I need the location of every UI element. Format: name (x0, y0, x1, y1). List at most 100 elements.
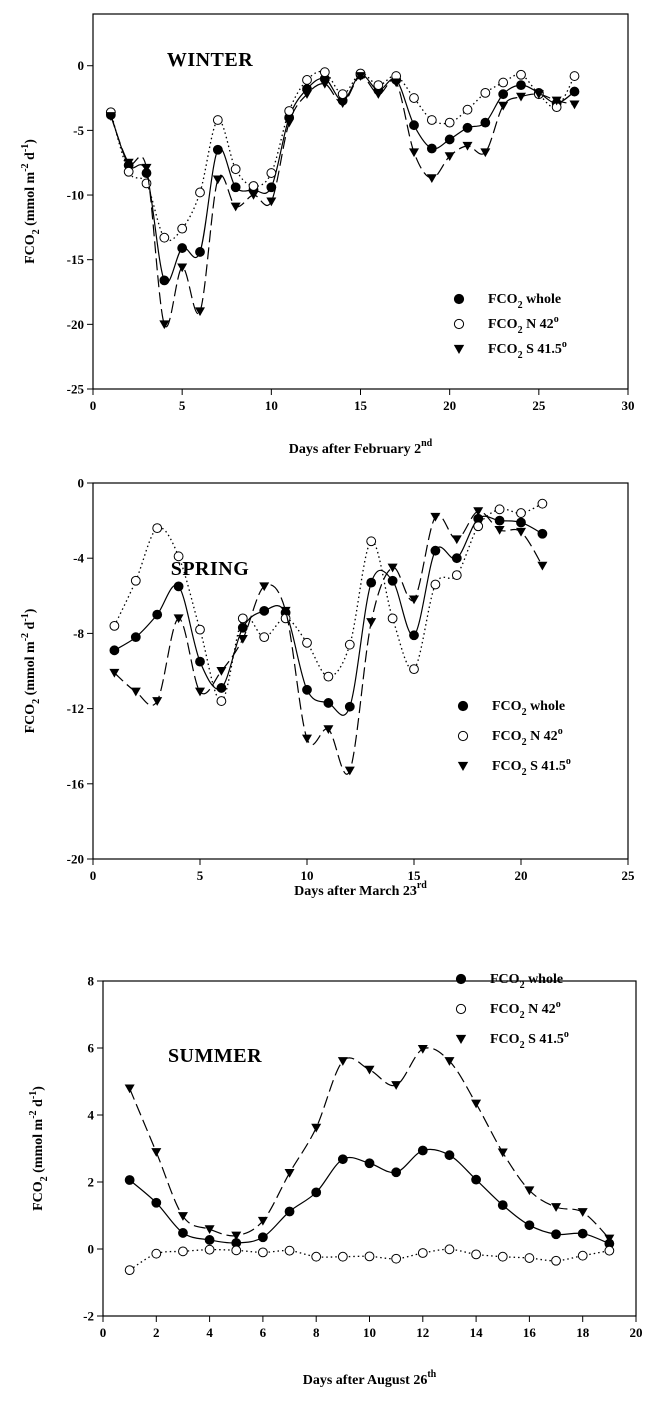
data-point-s1-15 (524, 1253, 535, 1263)
data-point-s1-18 (604, 1245, 615, 1256)
data-point-s1-13 (471, 1249, 482, 1260)
legend-entry-0: FCO2 whole (453, 292, 561, 311)
data-point-s0-14 (497, 1200, 508, 1211)
x-tick-label: 0 (90, 398, 97, 413)
y-axis-title-part: 2 (31, 699, 42, 704)
data-point-s0-7 (259, 605, 270, 616)
data-point-s2-16 (391, 78, 402, 88)
data-point-s0-3 (173, 581, 184, 592)
data-point-s2-21 (480, 148, 491, 158)
legend-label-sub: 2 (522, 767, 527, 778)
data-point-s0-6 (284, 1206, 295, 1217)
data-point-s0-8 (337, 1154, 348, 1165)
y-axis-title-part: (mmol m (31, 1118, 46, 1176)
x-tick-label: 2 (153, 1325, 160, 1340)
y-axis-title-part: ) (23, 139, 38, 144)
data-point-s0-22 (498, 89, 509, 100)
x-axis-title-sup: nd (421, 438, 433, 449)
data-point-s1-11 (302, 75, 312, 85)
data-point-s2-13 (337, 99, 348, 108)
legend-label-rest: S 41.5 (527, 759, 566, 774)
series-2 (109, 507, 548, 776)
data-point-s1-16 (451, 570, 462, 581)
y-tick-label: -10 (67, 188, 84, 203)
legend-entry-1: FCO2 N 42o (453, 314, 559, 336)
data-point-s1-3 (159, 232, 170, 243)
legend-label: FCO2 S 41.5o (490, 1029, 569, 1051)
data-point-s1-4 (195, 624, 205, 635)
y-tick-label: -16 (67, 776, 85, 791)
data-point-s2-7 (259, 582, 270, 592)
data-point-s1-14 (497, 1251, 508, 1262)
data-point-s2-10 (391, 1081, 402, 1090)
data-point-s2-22 (498, 101, 509, 111)
data-point-s0-0 (124, 1175, 135, 1185)
y-tick-label: -4 (73, 551, 84, 566)
data-point-s1-2 (141, 178, 152, 189)
y-tick-label: -12 (67, 701, 84, 716)
plot-frame (92, 482, 629, 860)
legend-label: FCO2 whole (492, 699, 565, 718)
chart-title: SUMMER (168, 1045, 262, 1067)
data-point-s2-13 (471, 1099, 482, 1109)
data-point-s2-5 (216, 667, 227, 676)
legend-label-degree: o (556, 999, 561, 1010)
data-point-s1-legend (453, 318, 465, 330)
data-point-s1-18 (426, 115, 437, 125)
x-tick-label: 20 (515, 868, 528, 883)
legend-label-degree: o (562, 339, 567, 350)
x-tick-label: 5 (179, 398, 186, 413)
data-point-s2-16 (551, 1203, 562, 1212)
data-point-s2-1 (130, 687, 141, 697)
data-point-s1-17 (473, 521, 484, 532)
data-point-s1-7 (259, 632, 270, 643)
data-point-s1-14 (409, 664, 419, 675)
y-axis-title-part: d (31, 1099, 46, 1111)
x-tick-label: 10 (363, 1325, 376, 1340)
data-point-s2-8 (280, 606, 291, 616)
y-tick-label: 0 (78, 476, 85, 491)
data-point-s1-6 (237, 613, 248, 624)
y-axis-title-part: 2 (31, 229, 42, 234)
data-point-s0-3 (204, 1235, 215, 1245)
data-point-s0-1 (151, 1197, 162, 1208)
data-point-s1-9 (364, 1251, 375, 1262)
legend-label-sub: 2 (520, 980, 525, 991)
legend-entry-1: FCO2 N 42o (455, 999, 561, 1021)
data-point-s1-3 (204, 1244, 215, 1255)
data-point-s2-3 (159, 320, 170, 330)
y-axis-title-part: FCO (31, 1181, 46, 1211)
data-point-s0-19 (516, 517, 526, 528)
data-point-s0-16 (551, 1229, 561, 1240)
x-axis-title-text: Days after August 26 (303, 1373, 428, 1388)
data-point-s0-0 (109, 645, 120, 656)
data-point-s0-10 (323, 698, 334, 708)
legend-label-rest: N 42 (523, 317, 554, 332)
data-point-s1-11 (417, 1248, 428, 1258)
data-point-s0-18 (494, 515, 505, 526)
data-point-s2-1 (151, 1148, 162, 1157)
chart-0: 0 5 10 15 20 25 30 -25 -20 -15 -10 -5 0 WINTER Days af… (20, 13, 635, 457)
data-point-s2-17 (577, 1208, 588, 1217)
data-point-s2-3 (204, 1225, 215, 1234)
data-point-s1-15 (373, 80, 384, 91)
legend-entry-0: FCO2 whole (455, 972, 563, 991)
data-point-s0-17 (409, 120, 419, 131)
legend-label-sub: 2 (518, 325, 523, 336)
data-point-s0-13 (387, 575, 398, 586)
x-tick-label: 4 (206, 1325, 213, 1340)
y-tick-label: -20 (67, 317, 84, 332)
data-point-s2-26 (569, 100, 580, 110)
y-tick-label: -25 (67, 382, 85, 397)
data-point-s2-10 (284, 118, 295, 128)
data-point-s2-legend (453, 344, 465, 354)
data-point-s1-4 (177, 223, 188, 234)
data-point-s2-17 (473, 507, 484, 516)
y-axis-title-part: -1 (20, 144, 31, 152)
data-point-s2-5 (257, 1216, 268, 1226)
data-point-s1-12 (319, 67, 330, 78)
data-point-s0-5 (258, 1232, 268, 1243)
data-point-s2-4 (177, 263, 188, 273)
data-point-s0-9 (302, 684, 312, 695)
data-point-s2-5 (195, 307, 205, 317)
